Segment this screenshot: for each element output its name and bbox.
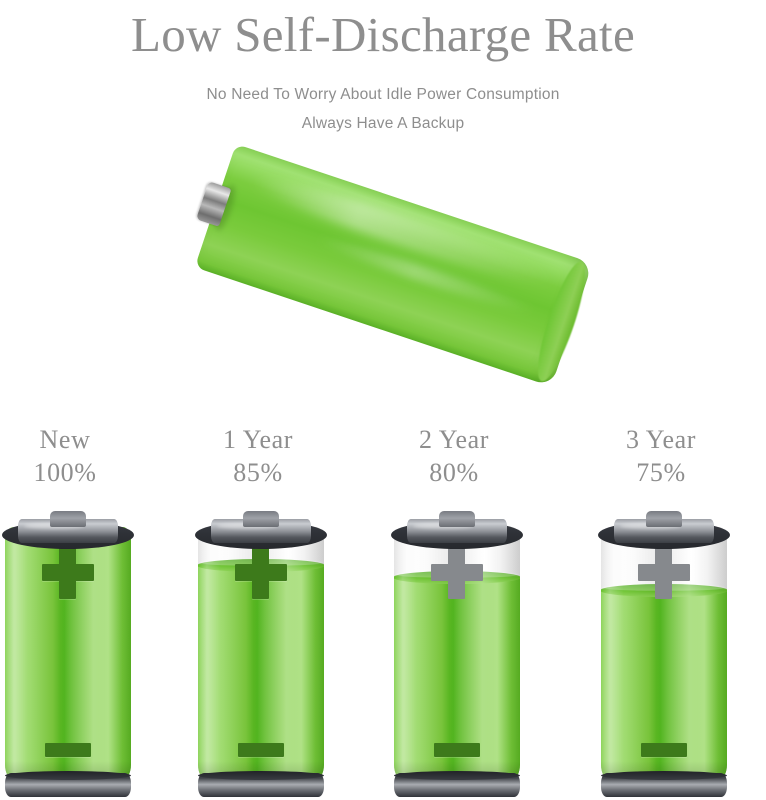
battery-liquid-surface bbox=[198, 559, 324, 572]
battery-bottom-cap bbox=[394, 771, 520, 797]
battery-shell bbox=[5, 527, 131, 779]
battery-base-lip bbox=[394, 771, 520, 780]
battery-bottom-cap bbox=[198, 771, 324, 797]
battery-top-cap bbox=[195, 511, 327, 549]
battery-bottom-cap bbox=[5, 771, 131, 797]
battery-cap-nub bbox=[243, 511, 279, 527]
battery-liquid-surface-rim bbox=[602, 584, 726, 591]
battery-base-lip bbox=[601, 771, 727, 780]
battery-label-2-year: 2 Year 80% bbox=[359, 424, 549, 490]
battery-shell bbox=[394, 527, 520, 779]
battery-gauge-3-year bbox=[598, 505, 730, 797]
battery-label-1-year: 1 Year 85% bbox=[163, 424, 353, 490]
battery-gauge-2-year bbox=[391, 505, 523, 797]
battery-shell bbox=[601, 527, 727, 779]
battery-label-percent: 80% bbox=[429, 458, 479, 487]
battery-fill-level bbox=[394, 571, 520, 779]
battery-base-lip bbox=[198, 771, 324, 780]
battery-gauges-row bbox=[0, 505, 766, 800]
battery-label-name: 3 Year bbox=[625, 425, 697, 454]
battery-cap-nub bbox=[439, 511, 475, 527]
hero-battery-image bbox=[0, 143, 766, 420]
green-cylindrical-battery-icon bbox=[181, 139, 594, 387]
page-subtitle: No Need To Worry About Idle Power Consum… bbox=[0, 80, 766, 138]
battery-top-cap bbox=[598, 511, 730, 549]
battery-cap-nub bbox=[646, 511, 682, 527]
battery-gauge-1-year bbox=[195, 505, 327, 797]
battery-label-percent: 75% bbox=[636, 458, 686, 487]
battery-liquid-surface-rim bbox=[395, 571, 519, 578]
battery-fill-level bbox=[198, 559, 324, 779]
battery-top-cap bbox=[391, 511, 523, 549]
battery-fill-level bbox=[5, 527, 131, 779]
battery-label-percent: 100% bbox=[33, 458, 97, 487]
battery-cap-nub bbox=[50, 511, 86, 527]
battery-top-cap bbox=[2, 511, 134, 549]
battery-liquid-surface bbox=[394, 571, 520, 584]
battery-label-name: 1 Year bbox=[222, 425, 294, 454]
battery-liquid-surface bbox=[601, 584, 727, 597]
battery-label-percent: 85% bbox=[233, 458, 283, 487]
battery-label-3-year: 3 Year 75% bbox=[566, 424, 756, 490]
page-title: Low Self-Discharge Rate bbox=[130, 7, 635, 62]
battery-shell bbox=[198, 527, 324, 779]
battery-fill-level bbox=[601, 584, 727, 779]
battery-bottom-cap bbox=[601, 771, 727, 797]
battery-base-lip bbox=[5, 771, 131, 780]
subtitle-line-2: Always Have A Backup bbox=[301, 115, 465, 132]
battery-label-name: New bbox=[39, 425, 91, 454]
battery-liquid-surface-rim bbox=[199, 559, 323, 566]
battery-gauge-new bbox=[2, 505, 134, 797]
battery-label-new: New 100% bbox=[0, 424, 160, 490]
battery-label-name: 2 Year bbox=[418, 425, 490, 454]
subtitle-line-1: No Need To Worry About Idle Power Consum… bbox=[206, 86, 560, 103]
battery-labels-row: New 100% 1 Year 85% 2 Year 80% 3 Year 75… bbox=[0, 424, 766, 500]
